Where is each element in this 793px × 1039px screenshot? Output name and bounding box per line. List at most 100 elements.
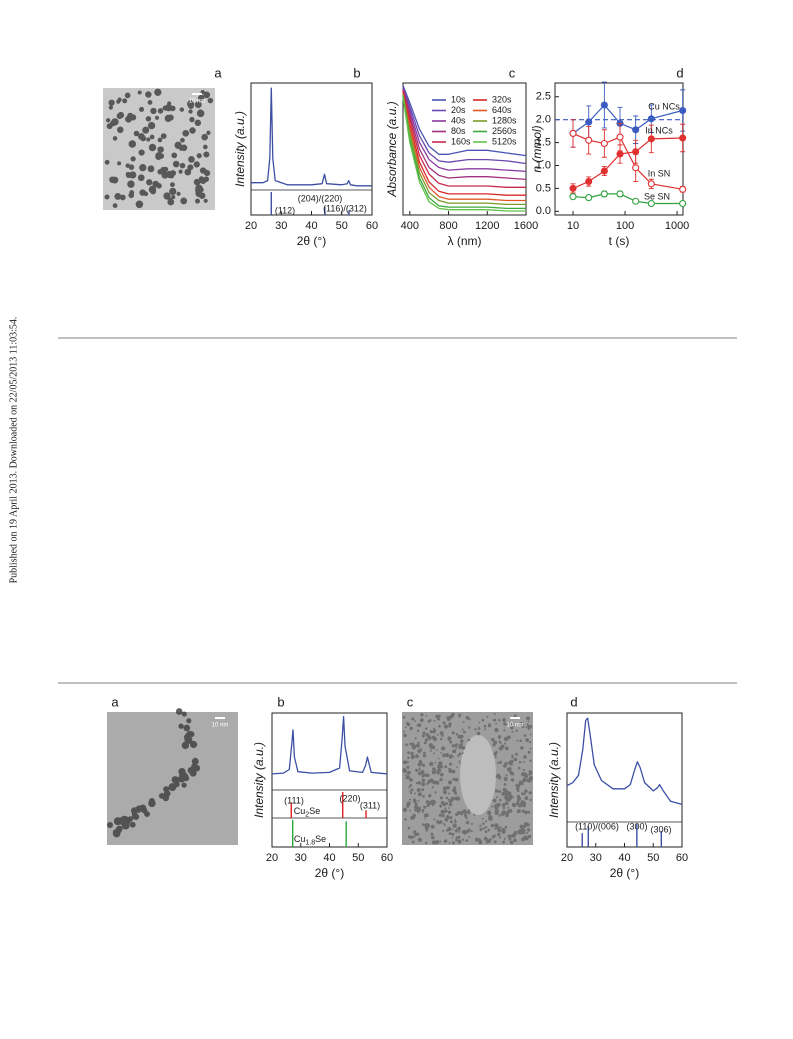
- series-name: In SN: [648, 168, 671, 178]
- y-tick-label: 2.0: [536, 114, 551, 126]
- x-tick-label: 30: [295, 852, 307, 864]
- data-point: [616, 150, 624, 158]
- data-point: [600, 139, 608, 148]
- x-tick-label: 30: [275, 220, 287, 232]
- peak-label: (116)/(312): [323, 203, 367, 213]
- reference-phase: Cu1.8Se: [294, 834, 326, 846]
- scale-bar-label: 10 nm: [507, 723, 524, 729]
- data-point: [569, 193, 577, 201]
- legend-label: 640s: [492, 105, 512, 115]
- x-tick-label: 60: [366, 220, 378, 232]
- data-point: [632, 197, 640, 205]
- reference-phase: Cu2Se: [294, 806, 320, 818]
- scale-bar-label: 10 nm: [212, 723, 229, 729]
- panel-label: d: [570, 694, 577, 709]
- data-point: [585, 194, 593, 202]
- spectrum-line: [402, 86, 527, 165]
- y-axis-label: Absorbance (a.u.): [385, 101, 399, 197]
- series-name: Cu NCs: [648, 101, 680, 111]
- spectrum-line: [402, 85, 527, 157]
- series-name: In NCs: [645, 125, 673, 135]
- data-point: [647, 199, 655, 208]
- legend-label: 320s: [492, 94, 512, 104]
- x-tick-label: 40: [323, 852, 335, 864]
- panel-label: c: [407, 694, 414, 709]
- data-point: [679, 185, 687, 193]
- legend-label: 10s: [451, 94, 466, 104]
- data-point: [679, 199, 687, 208]
- peak-label: (204)/(220): [298, 193, 343, 203]
- x-axis-label: λ (nm): [448, 234, 482, 248]
- x-tick-label: 40: [618, 852, 630, 864]
- x-axis-label: 2θ (°): [297, 234, 326, 248]
- data-point: [647, 180, 655, 188]
- x-tick-label: 50: [647, 852, 659, 864]
- data-point: [585, 177, 593, 186]
- panel-label: a: [111, 694, 119, 709]
- spectrum-line: [402, 90, 526, 188]
- data-point: [647, 115, 655, 123]
- data-point: [632, 126, 640, 134]
- spectrum-line: [402, 93, 526, 202]
- x-tick-label: 30: [590, 852, 602, 864]
- spectrum-line: [251, 87, 372, 187]
- reference-phase-part: 1.8: [305, 839, 315, 846]
- legend-label: 80s: [451, 126, 466, 136]
- data-point: [569, 129, 577, 137]
- x-tick-label: 20: [266, 852, 278, 864]
- x-tick-label: 1600: [514, 220, 538, 232]
- y-tick-label: 0.0: [536, 205, 551, 217]
- y-tick-label: 1.0: [536, 159, 551, 171]
- peak-label: (220): [339, 793, 360, 803]
- spectrum-line: [402, 94, 526, 206]
- x-tick-label: 50: [336, 220, 348, 232]
- reference-phase-part: Se: [315, 834, 326, 844]
- y-axis-label: Intensity (a.u.): [252, 742, 266, 818]
- spectrum-line: [271, 716, 388, 775]
- x-tick-label: 10: [567, 220, 579, 232]
- data-point: [679, 134, 687, 142]
- plot-frame: [402, 82, 527, 216]
- series-name: Se SN: [644, 191, 670, 201]
- x-tick-label: 60: [381, 852, 393, 864]
- plot-frame: [271, 712, 388, 848]
- x-tick-label: 40: [305, 220, 317, 232]
- data-point: [569, 184, 577, 192]
- x-tick-label: 1200: [475, 220, 499, 232]
- x-axis-label: 2θ (°): [315, 866, 344, 880]
- legend-label: 1280s: [492, 115, 517, 125]
- y-tick-label: 1.5: [536, 136, 551, 148]
- reference-phase-part: Cu: [294, 806, 306, 816]
- x-tick-label: 20: [245, 220, 257, 232]
- data-point: [679, 106, 687, 115]
- peak-label: (311): [360, 800, 380, 810]
- data-point: [647, 135, 655, 143]
- spectrum-line: [566, 717, 683, 806]
- x-tick-label: 100: [616, 220, 634, 232]
- legend-label: 40s: [451, 115, 466, 125]
- peak-label: (110)/(006): [575, 821, 619, 831]
- data-point: [616, 190, 624, 198]
- peak-label: (306): [650, 824, 671, 834]
- x-axis-label: 2θ (°): [610, 866, 639, 880]
- x-tick-label: 50: [352, 852, 364, 864]
- legend-label: 2560s: [492, 126, 517, 136]
- x-tick-label: 60: [676, 852, 688, 864]
- data-point: [585, 118, 593, 126]
- micrograph-region: [460, 735, 496, 815]
- spectrum-line: [402, 88, 527, 173]
- nanoparticles: [402, 712, 533, 845]
- data-point: [600, 167, 608, 175]
- x-tick-label: 1000: [665, 220, 689, 232]
- nanoparticles: [107, 708, 201, 838]
- y-tick-label: 2.5: [536, 91, 551, 103]
- x-tick-label: 20: [561, 852, 573, 864]
- spectrum-line: [402, 96, 526, 210]
- legend-label: 160s: [451, 136, 471, 146]
- panel-label: b: [277, 694, 284, 709]
- spectrum-line: [402, 92, 526, 196]
- data-point: [616, 133, 624, 141]
